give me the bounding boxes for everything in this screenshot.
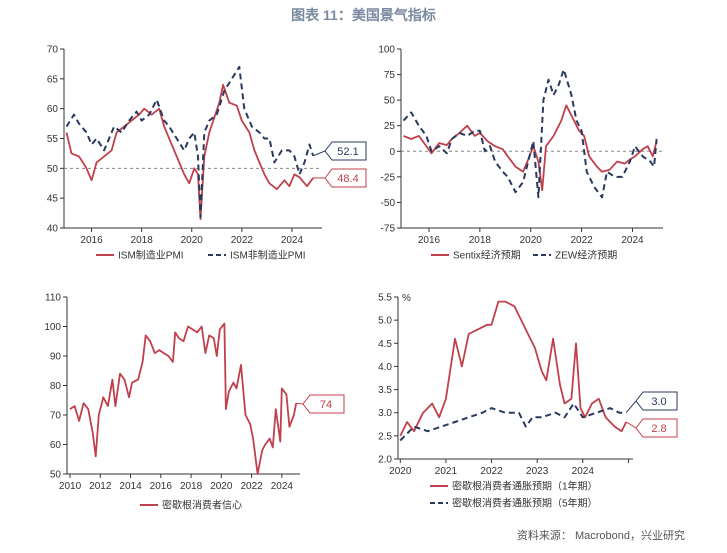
y-tick-label: 5.5 <box>378 293 392 304</box>
y-tick-label: 110 <box>45 293 61 304</box>
y-tick-label: 3.0 <box>378 408 392 419</box>
x-tick-label: 2012 <box>89 481 112 492</box>
x-tick-label: 2014 <box>119 481 142 492</box>
x-tick-label: 2020 <box>389 466 412 477</box>
series-line-1 <box>403 104 658 192</box>
y-tick-label: 80 <box>50 381 62 392</box>
x-tick-label: 2020 <box>181 235 204 246</box>
source-note: 资料来源： Macrobond，兴业研究 <box>516 530 685 542</box>
x-tick-label: 2023 <box>526 466 549 477</box>
series-line-2 <box>402 68 658 199</box>
y-tick-label: 50 <box>50 470 62 481</box>
x-tick-label: 2024 <box>271 481 294 492</box>
y-tick-label: 70 <box>47 45 59 56</box>
x-tick-label: 2024 <box>621 235 644 246</box>
y-tick-label: 90 <box>50 352 62 363</box>
value-callout: 74 <box>296 394 345 414</box>
value-callout: 2.8 <box>625 418 678 438</box>
x-tick-label: 2016 <box>150 481 173 492</box>
x-tick-label: 2022 <box>570 235 593 246</box>
x-tick-label: 2022 <box>231 235 254 246</box>
chart-3: 50 60 70 80 90 100 110 2010 2012 2014 2016 2018 2020… <box>44 293 345 512</box>
x-tick-label: 2024 <box>572 466 595 477</box>
y-tick-label: 2.0 <box>378 455 392 466</box>
legend-item: 密歇根消费者通胀预期（1年期） <box>430 480 598 493</box>
y-tick-label: 3.5 <box>378 385 392 396</box>
legend-label: ISM制造业PMI <box>118 249 184 262</box>
callout-value: 2.8 <box>651 423 666 435</box>
y-tick-label: 4.5 <box>378 339 392 350</box>
legend-item: Sentix经济预期 <box>431 249 521 262</box>
y-tick-label: -50 <box>381 198 396 209</box>
y-tick-label: 50 <box>384 96 396 107</box>
value-callout: 3.0 <box>625 391 678 414</box>
series-line-1 <box>65 83 314 220</box>
series-line-2 <box>65 65 315 219</box>
legend-label: ZEW经济预期 <box>555 249 617 262</box>
y-tick-label: 40 <box>47 224 59 235</box>
y-tick-label: 0 <box>389 147 395 158</box>
x-tick-label: 2018 <box>180 481 203 492</box>
x-tick-label: 2016 <box>418 235 441 246</box>
y-tick-label: 100 <box>44 322 61 333</box>
legend-item: ZEW经济预期 <box>533 249 617 262</box>
y-tick-label: 50 <box>47 164 59 175</box>
legend-label: Sentix经济预期 <box>453 249 521 262</box>
y-tick-label: -25 <box>381 172 396 183</box>
legend-item: 密歇根消费者信心 <box>140 499 242 512</box>
callout-value: 48.4 <box>337 173 358 185</box>
legend-item: ISM制造业PMI <box>96 249 184 262</box>
legend-label: ISM非制造业PMI <box>230 249 306 262</box>
y-axis-unit: % <box>402 293 411 304</box>
series-line-1 <box>69 322 298 475</box>
legend-label: 密歇根消费者通胀预期（1年期） <box>452 480 598 493</box>
legend-item: ISM非制造业PMI <box>208 249 306 262</box>
callout-value: 74 <box>320 399 332 411</box>
series-line-2 <box>399 402 627 442</box>
y-tick-label: 4.0 <box>378 362 392 373</box>
chart-4: 2.0 2.5 3.0 3.5 4.0 4.5 5.0 5.5 2020 2021 2022 2023… <box>378 293 678 510</box>
y-tick-label: 60 <box>47 104 59 115</box>
x-tick-label: 2022 <box>480 466 503 477</box>
x-tick-label: 2021 <box>435 466 458 477</box>
x-tick-label: 2018 <box>131 235 154 246</box>
x-tick-label: 2018 <box>469 235 492 246</box>
y-tick-label: 100 <box>378 45 395 56</box>
y-tick-label: 70 <box>50 411 62 422</box>
value-callout: 48.4 <box>313 168 367 188</box>
y-tick-label: 45 <box>47 194 59 205</box>
x-tick-label: 2020 <box>210 481 233 492</box>
chart-2: -75 -50 -25 0 25 50 75 100 2016 2018 2020 2022 2024 S… <box>378 45 663 262</box>
legend-item: 密歇根消费者通胀预期（5年期） <box>430 497 598 510</box>
series-line-1 <box>399 300 628 437</box>
legend-label: 密歇根消费者通胀预期（5年期） <box>452 497 598 510</box>
page-title: 图表 11：美国景气指标 <box>291 7 436 23</box>
y-tick-label: 75 <box>384 70 396 81</box>
y-tick-label: 25 <box>384 121 396 132</box>
y-tick-label: 60 <box>50 440 62 451</box>
y-tick-label: 2.5 <box>378 431 392 442</box>
value-callout: 52.1 <box>313 141 367 161</box>
x-tick-label: 2020 <box>520 235 543 246</box>
x-tick-label: 2022 <box>240 481 263 492</box>
chart-1: 40 45 50 55 60 65 70 2016 2018 2020 2022 2024 52.1 48… <box>47 45 367 262</box>
x-tick-label: 2010 <box>59 481 82 492</box>
y-tick-label: 55 <box>47 134 59 145</box>
x-tick-label: 2016 <box>80 235 103 246</box>
y-tick-label: 5.0 <box>378 316 392 327</box>
y-tick-label: -75 <box>381 224 396 235</box>
callout-value: 52.1 <box>337 146 358 158</box>
x-tick-label: 2024 <box>281 235 304 246</box>
y-tick-label: 65 <box>47 74 59 85</box>
callout-value: 3.0 <box>651 396 666 408</box>
legend-label: 密歇根消费者信心 <box>162 499 242 512</box>
